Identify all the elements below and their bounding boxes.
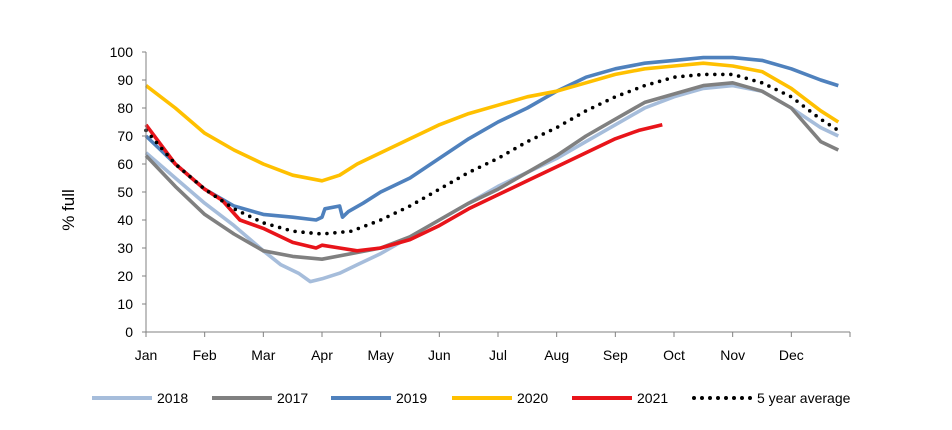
- y-tick-label: 90: [117, 72, 133, 88]
- series-line-2018: [144, 83, 840, 284]
- y-tick-label: 80: [117, 100, 133, 116]
- y-tick-label: 20: [117, 268, 133, 284]
- legend-label: 2019: [396, 390, 427, 406]
- y-axis: 0 10 20 30 40 50 60 70 80 90 100: [110, 44, 147, 340]
- x-tick-label: May: [367, 347, 393, 363]
- plot-area: [144, 55, 841, 284]
- x-tick-label: Mar: [251, 347, 275, 363]
- legend-label: 2021: [637, 390, 668, 406]
- y-tick-label: 10: [117, 296, 133, 312]
- series-line-2017: [144, 81, 840, 261]
- series-line-5-year-average: [144, 72, 841, 236]
- y-tick-label: 50: [117, 184, 133, 200]
- x-tick-label: Oct: [663, 347, 685, 363]
- x-tick-label: Sep: [603, 347, 628, 363]
- legend-label: 5 year average: [757, 390, 851, 406]
- series-line-2019: [144, 55, 839, 222]
- series-line-2021: [144, 123, 663, 253]
- legend: 2018 2017 2019 2020 2021 5 year average: [92, 390, 851, 406]
- x-tick-label: Apr: [311, 347, 333, 363]
- y-tick-label: 40: [117, 212, 133, 228]
- legend-label: 2017: [277, 390, 308, 406]
- x-axis: Jan Feb Mar Apr May Jun Jul Aug Sep Oct Nov Dec: [135, 331, 851, 363]
- series-line-2020: [144, 61, 840, 183]
- x-tick-label: Jan: [135, 347, 158, 363]
- y-tick-label: 100: [110, 44, 134, 60]
- x-tick-label: Nov: [720, 347, 745, 363]
- x-tick-label: Jun: [428, 347, 451, 363]
- x-tick-label: Aug: [544, 347, 569, 363]
- legend-label: 2020: [517, 390, 548, 406]
- y-tick-label: 30: [117, 240, 133, 256]
- legend-label: 2018: [157, 390, 188, 406]
- y-axis-title: % full: [59, 189, 78, 231]
- y-tick-label: 0: [125, 324, 133, 340]
- x-tick-label: Feb: [193, 347, 217, 363]
- y-tick-label: 70: [117, 128, 133, 144]
- y-tick-label: 60: [117, 156, 133, 172]
- x-tick-label: Jul: [489, 347, 507, 363]
- x-tick-label: Dec: [779, 347, 804, 363]
